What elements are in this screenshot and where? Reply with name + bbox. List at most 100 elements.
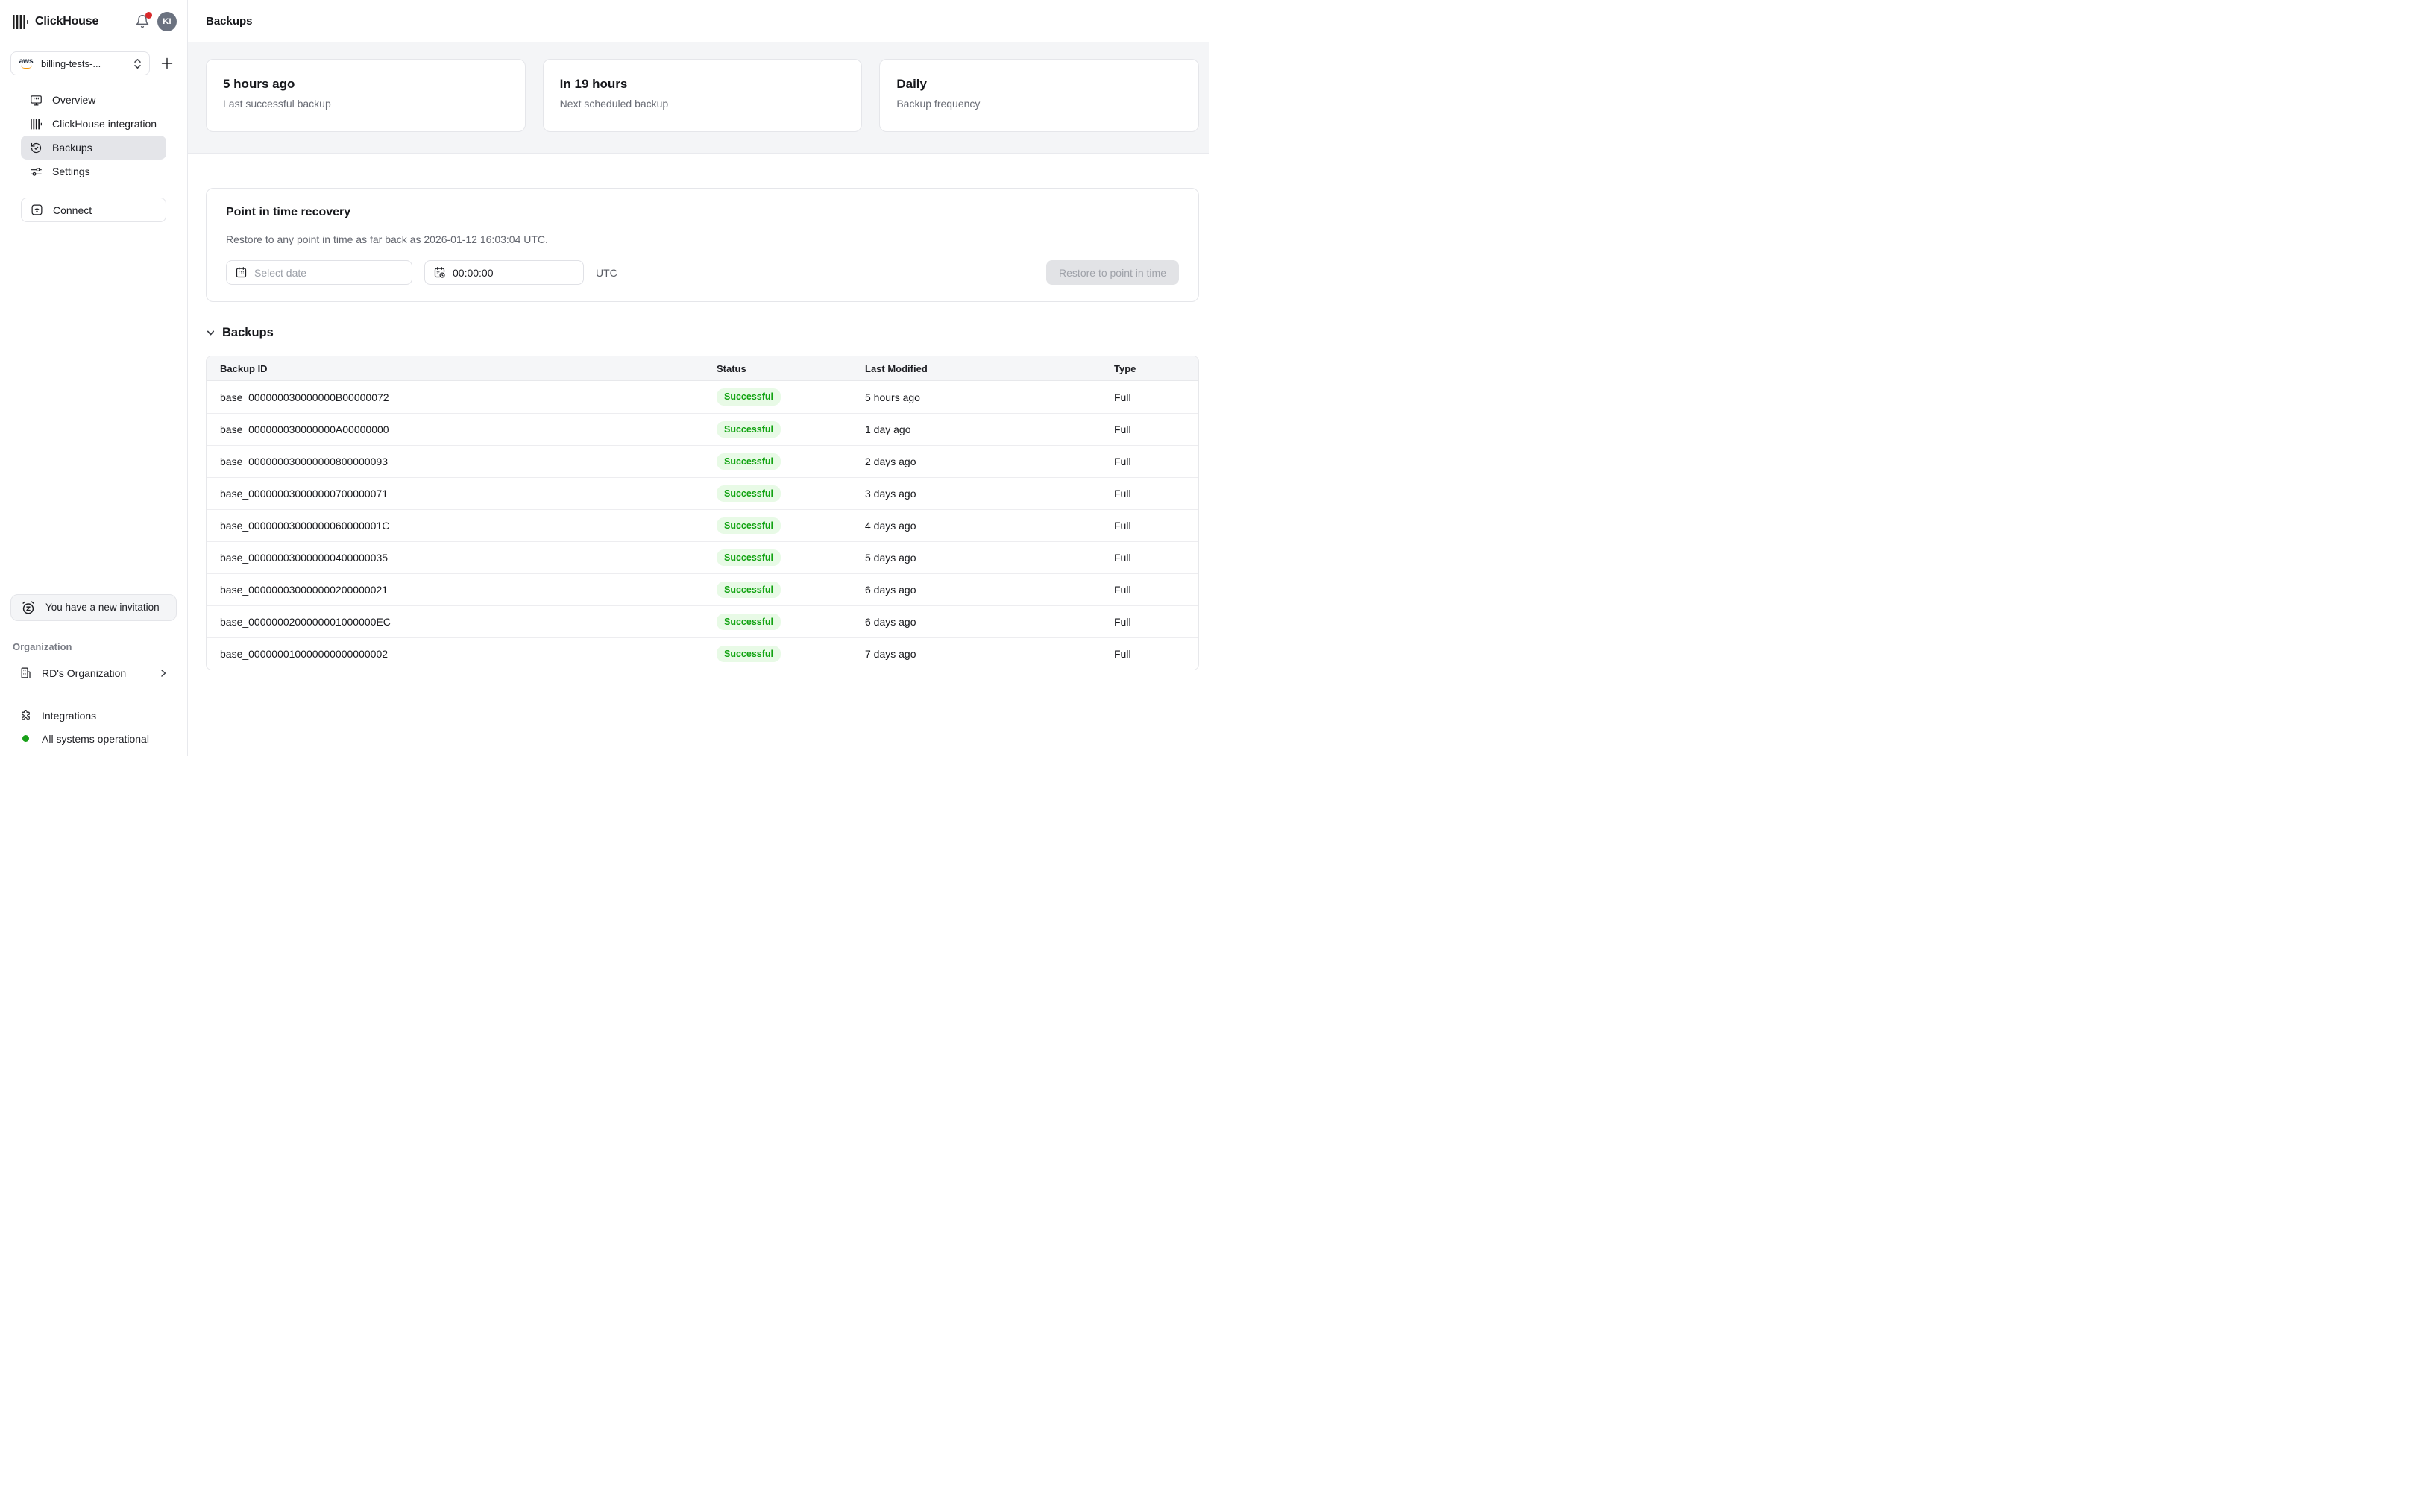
building-icon [19,667,32,679]
sidebar-item-settings[interactable]: Settings [21,160,166,183]
table-row[interactable]: base_0000000200000001000000EC Successful 6… [207,605,1198,637]
backup-id-cell: base_000000030000000200000021 [220,584,389,596]
last-modified-cell: 5 days ago [865,552,916,564]
stat-value: 5 hours ago [223,77,295,91]
system-status-text: All systems operational [42,732,149,745]
status-badge: Successful [717,388,781,406]
status-cell: Successful [717,613,865,631]
table-row[interactable]: base_000000030000000A00000000 Successful 1… [207,413,1198,445]
table-row[interactable]: base_000000030000000700000071 Successful 3… [207,477,1198,509]
avatar[interactable]: KI [157,12,177,31]
connect-icon [31,204,43,216]
column-header-last-modified: Last Modified [865,362,928,374]
sidebar-item-label: Overview [52,94,96,106]
calendar-clock-icon [433,266,446,279]
sidebar-nav: Overview ClickHouse integration [10,88,177,183]
table-row[interactable]: base_000000030000000200000021 Successful 6… [207,573,1198,605]
stat-value: In 19 hours [559,77,628,91]
status-dot-icon [22,735,29,742]
service-selector[interactable]: aws billing-tests-... [10,51,150,75]
notifications-bell-icon[interactable] [135,12,152,29]
clickhouse-bars-icon [30,118,43,130]
sidebar-item-label: ClickHouse integration [52,118,157,130]
service-selector-label: billing-tests-... [41,57,101,69]
last-modified-cell: 6 days ago [865,616,916,628]
service-row: aws billing-tests-... [10,51,177,75]
status-badge: Successful [717,549,781,567]
backups-section: Backups Backup ID Status Last Modified T… [206,326,1199,670]
overview-icon [30,94,43,107]
organization-name: RD's Organization [42,667,127,679]
backup-id-cell: base_000000030000000800000093 [220,456,389,467]
backups-section-header[interactable]: Backups [206,326,1199,340]
organization-section: Organization RD's Organization [0,641,187,685]
status-cell: Successful [717,453,865,470]
status-cell: Successful [717,549,865,567]
clickhouse-logo-icon [13,14,28,29]
table-row[interactable]: base_000000010000000000000002 Successful 7… [207,637,1198,670]
backup-id-cell: base_000000030000000A00000000 [220,423,389,435]
status-badge: Successful [717,581,781,599]
column-header-type: Type [1114,362,1136,374]
organization-switcher[interactable]: RD's Organization [10,661,177,685]
system-status-link[interactable]: All systems operational [10,727,177,750]
table-row[interactable]: base_00000003000000060000001C Successful 4… [207,509,1198,541]
sidebar-footer: Integrations All systems operational [0,696,187,756]
sidebar-item-overview[interactable]: Overview [21,88,166,112]
backup-id-cell: base_000000030000000700000071 [220,488,389,500]
status-badge: Successful [717,453,781,470]
stat-card-frequency: Daily Backup frequency [879,59,1200,132]
page-header: Backups [188,0,1210,42]
stat-label: Last successful backup [223,98,331,110]
status-badge: Successful [717,420,781,438]
table-row[interactable]: base_000000030000000800000093 Successful 2… [207,445,1198,477]
column-header-backup-id: Backup ID [220,362,268,374]
table-row[interactable]: base_000000030000000B00000072 Successful 5… [207,381,1198,413]
type-cell: Full [1114,423,1131,435]
connect-label: Connect [53,204,92,216]
type-cell: Full [1114,488,1131,500]
connect-button[interactable]: Connect [21,198,166,222]
type-cell: Full [1114,648,1131,660]
last-modified-cell: 4 days ago [865,520,916,532]
page-title: Backups [206,14,253,28]
status-cell: Successful [717,517,865,535]
timezone-label: UTC [596,266,617,279]
table-row[interactable]: base_000000030000000400000035 Successful 5… [207,541,1198,573]
invitation-banner[interactable]: You have a new invitation [10,594,177,621]
sidebar-top: ClickHouse KI aws billing [0,0,187,222]
type-cell: Full [1114,584,1131,596]
last-modified-cell: 6 days ago [865,584,916,596]
date-picker-input[interactable]: Select date [226,260,412,285]
main-content: Backups 5 hours ago Last successful back… [188,0,1210,756]
pitr-title: Point in time recovery [226,206,351,218]
column-header-status: Status [717,362,746,374]
sidebar: ClickHouse KI aws billing [0,0,188,756]
stat-card-last-backup: 5 hours ago Last successful backup [206,59,526,132]
type-cell: Full [1114,616,1131,628]
backups-table: Backup ID Status Last Modified Type base… [206,356,1199,670]
type-cell: Full [1114,520,1131,532]
stat-card-next-backup: In 19 hours Next scheduled backup [542,59,863,132]
type-cell: Full [1114,391,1131,403]
time-input[interactable]: 00:00:00 [424,260,584,285]
add-service-button[interactable] [157,54,177,73]
restore-button[interactable]: Restore to point in time [1046,260,1179,285]
backup-id-cell: base_000000010000000000000002 [220,648,389,660]
status-cell: Successful [717,485,865,503]
backup-history-icon [30,142,43,154]
integrations-link[interactable]: Integrations [10,704,177,727]
aws-logo-icon: aws [18,57,34,69]
backup-id-cell: base_000000030000000B00000072 [220,391,389,403]
sidebar-item-clickhouse-integration[interactable]: ClickHouse integration [21,112,166,136]
invitation-text: You have a new invitation [45,601,160,613]
sliders-icon [30,166,43,178]
status-badge: Successful [717,645,781,663]
brand-name: ClickHouse [35,15,99,28]
chevron-right-icon [159,669,168,678]
brand-row: ClickHouse KI [10,10,177,33]
backup-id-cell: base_00000003000000060000001C [220,520,390,532]
status-badge: Successful [717,517,781,535]
sidebar-item-backups[interactable]: Backups [21,136,166,160]
date-placeholder: Select date [254,266,307,279]
